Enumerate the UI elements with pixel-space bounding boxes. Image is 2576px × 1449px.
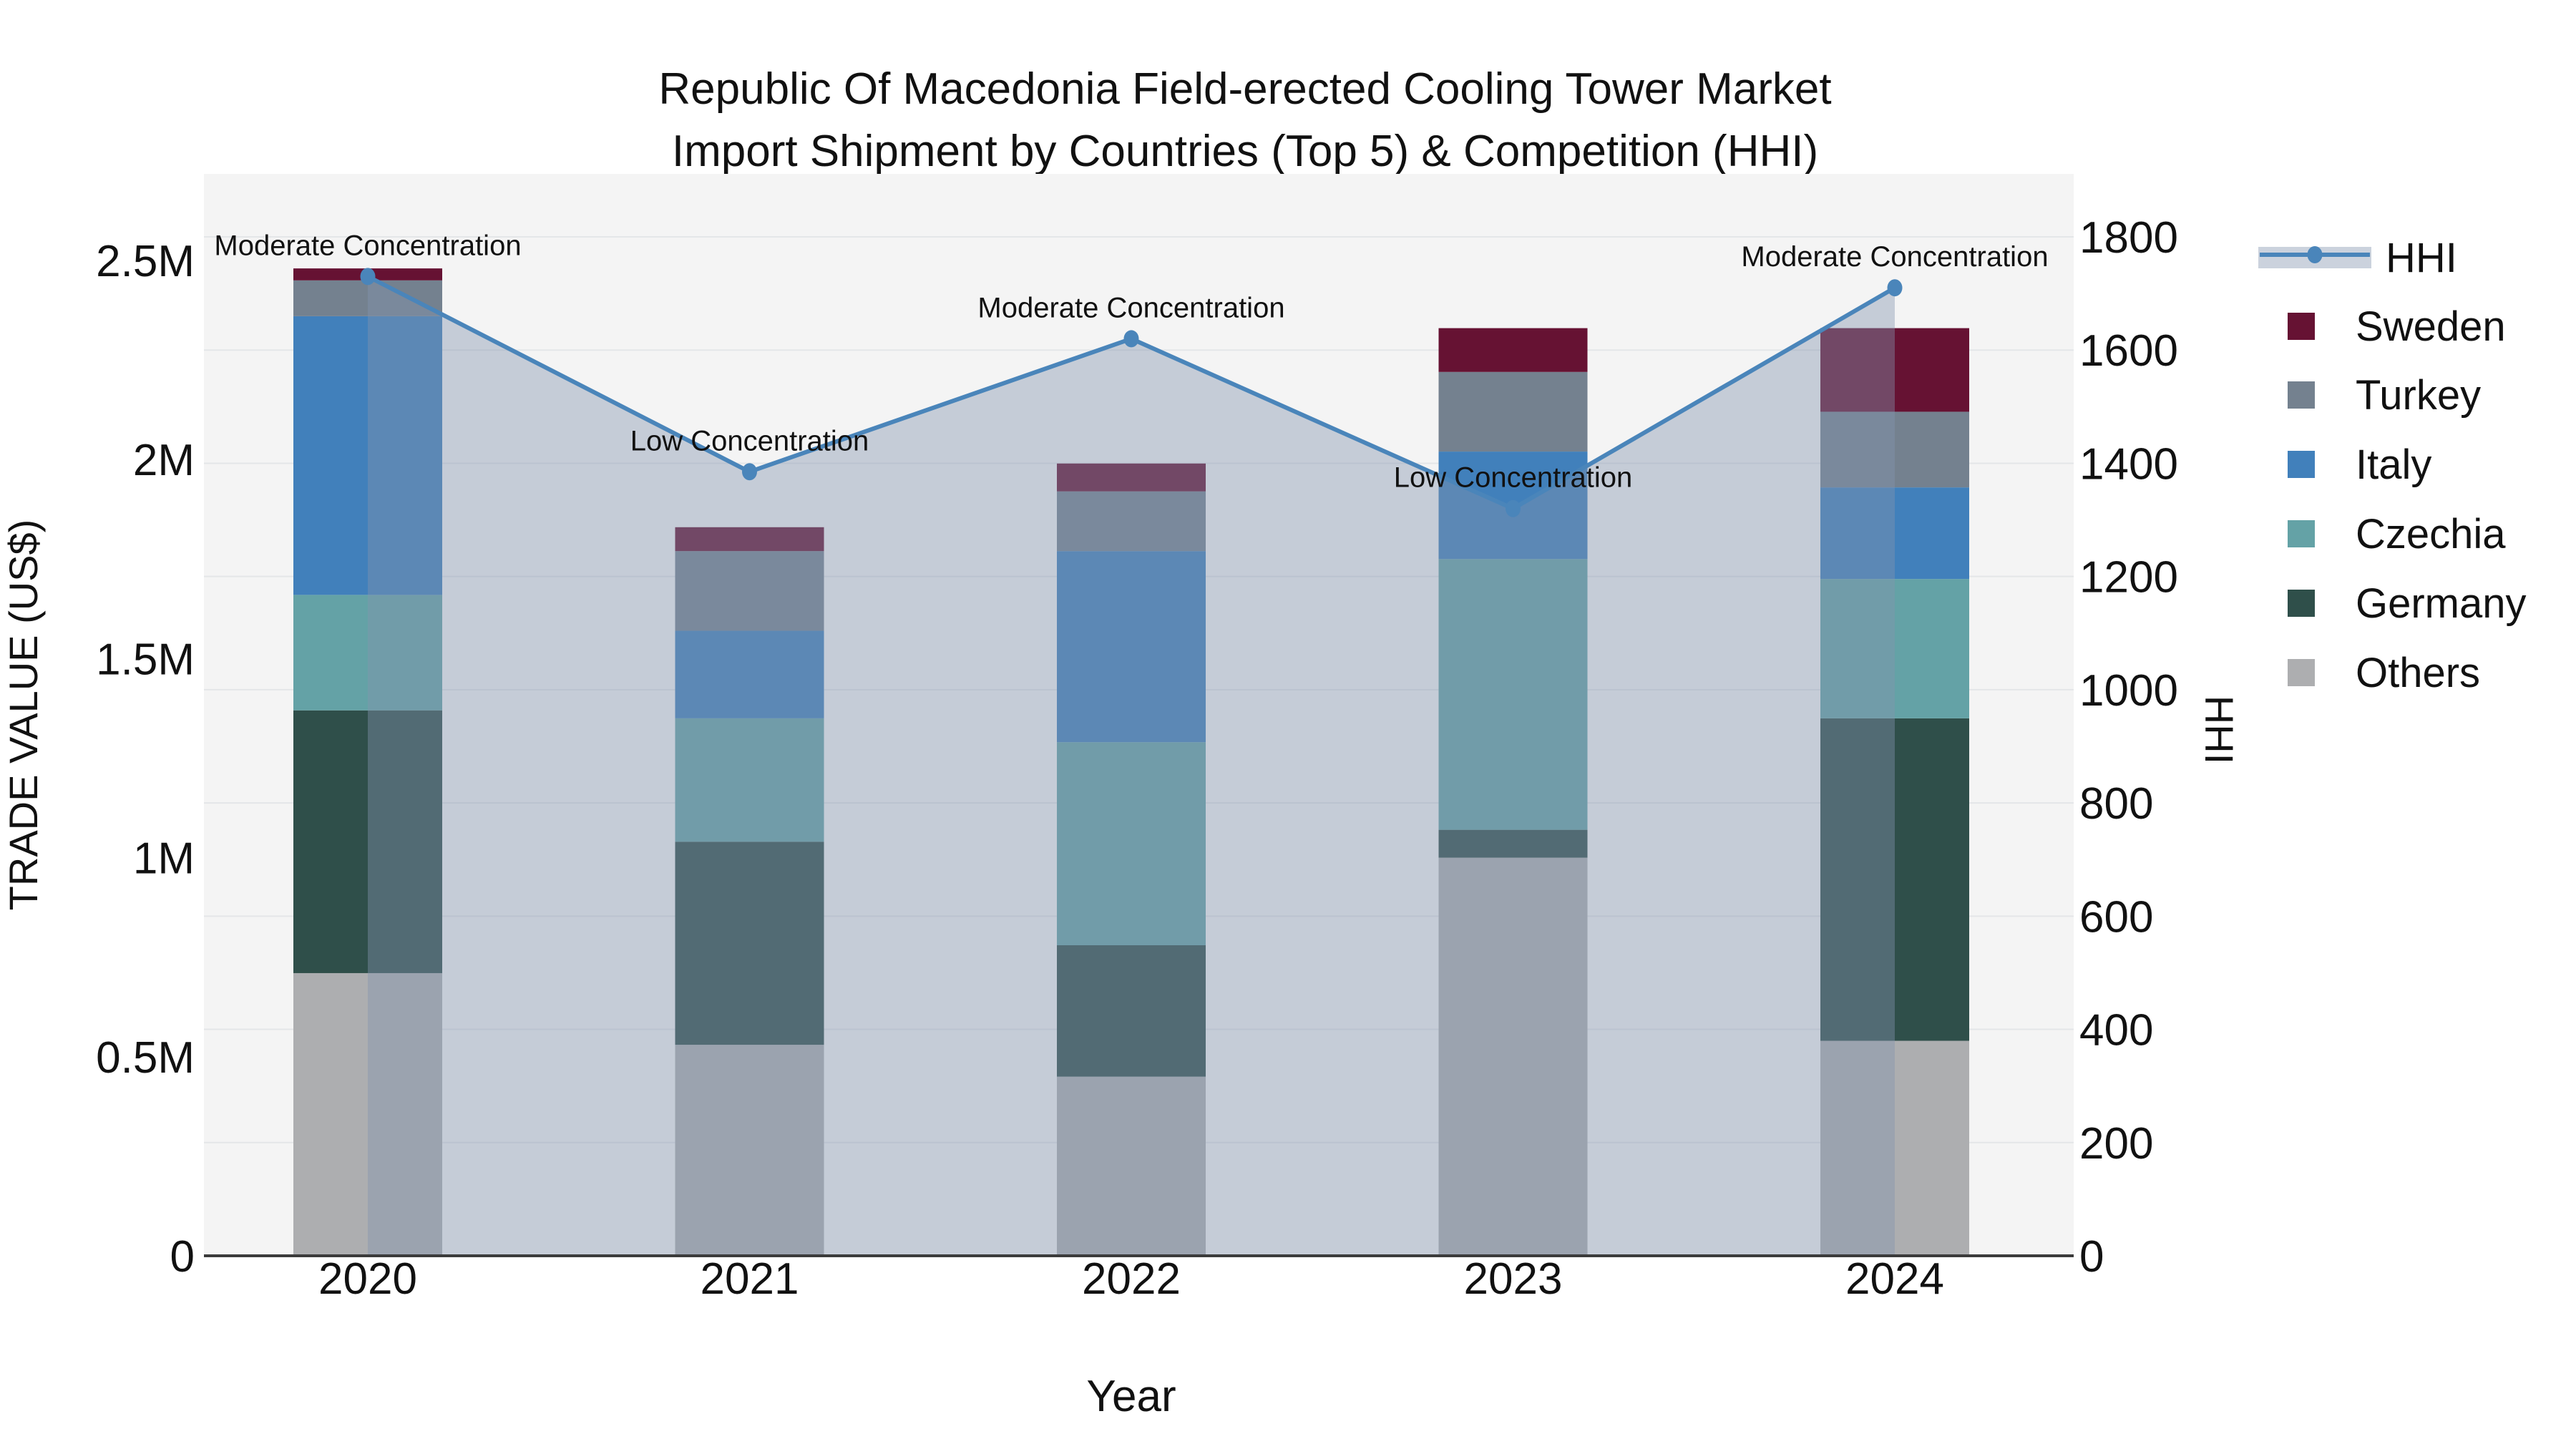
y-left-tick-1.5M: 1.5M bbox=[96, 635, 195, 684]
bar-segment-turkey-2020[interactable] bbox=[293, 280, 442, 316]
legend-swatch-others bbox=[2288, 659, 2315, 686]
y-left-tick-1M: 1M bbox=[133, 834, 195, 884]
chart-title-line1: Republic Of Macedonia Field-erected Cool… bbox=[658, 64, 1831, 114]
bar-segment-others-2024[interactable] bbox=[1820, 1040, 1969, 1256]
bar-segment-others-2023[interactable] bbox=[1438, 857, 1588, 1256]
hhi-marker-2023[interactable] bbox=[1506, 499, 1521, 517]
y-left-tick-0.5M: 0.5M bbox=[96, 1033, 195, 1083]
legend-swatch-germany bbox=[2288, 590, 2315, 617]
legend-hhi-marker-sample bbox=[2307, 246, 2323, 263]
bar-segment-others-2020[interactable] bbox=[293, 972, 442, 1256]
y-left-tick-2M: 2M bbox=[133, 436, 195, 485]
y-right-tick-1000: 1000 bbox=[2079, 666, 2178, 716]
legend-item-turkey[interactable]: Turkey bbox=[2288, 372, 2481, 419]
legend-item-germany[interactable]: Germany bbox=[2288, 580, 2527, 627]
axes-layer: 2020 2021 2022 2023 2024 0 0.5M 1M 1.5M 2M 2.5M 0 20… bbox=[96, 213, 2178, 1304]
chart-title-line2: Import Shipment by Countries (Top 5) & C… bbox=[672, 127, 1818, 176]
legend-item-italy[interactable]: Italy bbox=[2288, 441, 2431, 488]
annotation-2024: Moderate Concentration bbox=[1741, 241, 2048, 273]
hhi-line-layer bbox=[360, 268, 1903, 1256]
annotation-2023: Low Concentration bbox=[1394, 462, 1633, 494]
y-right-tick-1400: 1400 bbox=[2079, 439, 2178, 489]
y-right-tick-800: 800 bbox=[2079, 779, 2153, 829]
hhi-marker-2022[interactable] bbox=[1123, 330, 1139, 348]
legend-item-sweden[interactable]: Sweden bbox=[2288, 303, 2506, 350]
bar-segment-italy-2022[interactable] bbox=[1057, 551, 1206, 743]
legend-label-others: Others bbox=[2356, 650, 2480, 696]
bar-segment-czechia-2021[interactable] bbox=[675, 718, 824, 842]
legend-item-hhi[interactable]: HHI bbox=[2258, 235, 2457, 281]
stacked-bars-layer bbox=[293, 268, 1969, 1256]
bar-segment-germany-2021[interactable] bbox=[675, 841, 824, 1045]
bar-segment-turkey-2022[interactable] bbox=[1057, 491, 1206, 552]
annotations-layer: Moderate Concentration Low Concentration M… bbox=[214, 230, 2048, 493]
legend: HHI Sweden Turkey Italy Czechia Germany Others bbox=[2258, 235, 2527, 696]
y-right-tick-1600: 1600 bbox=[2079, 326, 2178, 376]
legend-item-czechia[interactable]: Czechia bbox=[2288, 511, 2506, 557]
y-right-axis-title: HHI bbox=[2197, 696, 2242, 764]
legend-label-turkey: Turkey bbox=[2356, 372, 2481, 419]
legend-swatch-sweden bbox=[2288, 313, 2315, 340]
bar-segment-czechia-2023[interactable] bbox=[1438, 559, 1588, 830]
bar-segment-germany-2023[interactable] bbox=[1438, 829, 1588, 858]
y-left-tick-2.5M: 2.5M bbox=[96, 237, 195, 286]
legend-swatch-italy bbox=[2288, 451, 2315, 478]
legend-swatch-turkey bbox=[2288, 381, 2315, 409]
bar-segment-sweden-2024[interactable] bbox=[1820, 328, 1969, 412]
y-right-tick-400: 400 bbox=[2079, 1006, 2153, 1055]
legend-item-others[interactable]: Others bbox=[2288, 650, 2480, 696]
bar-segment-czechia-2022[interactable] bbox=[1057, 742, 1206, 946]
annotation-2022: Moderate Concentration bbox=[977, 292, 1284, 323]
bar-segment-turkey-2021[interactable] bbox=[675, 551, 824, 631]
bar-segment-czechia-2024[interactable] bbox=[1820, 579, 1969, 718]
hhi-area-fill bbox=[368, 276, 1895, 1256]
bar-segment-turkey-2023[interactable] bbox=[1438, 371, 1588, 452]
bar-segment-czechia-2020[interactable] bbox=[293, 595, 442, 711]
bar-segment-italy-2020[interactable] bbox=[293, 316, 442, 595]
x-tick-2023: 2023 bbox=[1464, 1254, 1563, 1304]
y-left-axis-title: TRADE VALUE (US$) bbox=[1, 519, 46, 911]
x-tick-2020: 2020 bbox=[318, 1254, 417, 1304]
annotation-2020: Moderate Concentration bbox=[214, 230, 521, 261]
bar-segment-italy-2021[interactable] bbox=[675, 630, 824, 718]
y-right-tick-600: 600 bbox=[2079, 892, 2153, 942]
bar-segment-germany-2024[interactable] bbox=[1820, 718, 1969, 1041]
y-right-tick-1200: 1200 bbox=[2079, 553, 2178, 602]
bar-segment-others-2021[interactable] bbox=[675, 1045, 824, 1256]
bar-segment-others-2022[interactable] bbox=[1057, 1076, 1206, 1256]
bar-segment-italy-2024[interactable] bbox=[1820, 487, 1969, 580]
bar-segment-germany-2020[interactable] bbox=[293, 710, 442, 973]
y-right-tick-200: 200 bbox=[2079, 1119, 2153, 1169]
bar-segment-sweden-2022[interactable] bbox=[1057, 463, 1206, 492]
y-right-tick-1800: 1800 bbox=[2079, 213, 2178, 263]
hhi-marker-2021[interactable] bbox=[742, 463, 757, 481]
x-axis-title: Year bbox=[1086, 1372, 1176, 1421]
y-left-tick-0: 0 bbox=[170, 1232, 195, 1282]
bar-segment-sweden-2021[interactable] bbox=[675, 527, 824, 552]
annotation-2021: Low Concentration bbox=[630, 425, 869, 457]
x-tick-2022: 2022 bbox=[1082, 1254, 1181, 1304]
legend-label-hhi: HHI bbox=[2386, 235, 2457, 281]
bar-segment-germany-2022[interactable] bbox=[1057, 945, 1206, 1077]
legend-label-italy: Italy bbox=[2356, 441, 2431, 488]
bar-segment-sweden-2023[interactable] bbox=[1438, 328, 1588, 372]
x-tick-2024: 2024 bbox=[1845, 1254, 1944, 1304]
hhi-marker-2020[interactable] bbox=[360, 268, 376, 286]
legend-label-czechia: Czechia bbox=[2356, 511, 2506, 557]
y-right-tick-0: 0 bbox=[2079, 1232, 2104, 1282]
bar-segment-turkey-2024[interactable] bbox=[1820, 411, 1969, 488]
x-tick-2021: 2021 bbox=[701, 1254, 799, 1304]
legend-swatch-czechia bbox=[2288, 520, 2315, 547]
legend-label-germany: Germany bbox=[2356, 580, 2527, 627]
legend-label-sweden: Sweden bbox=[2356, 303, 2506, 350]
hhi-marker-2024[interactable] bbox=[1887, 279, 1903, 297]
